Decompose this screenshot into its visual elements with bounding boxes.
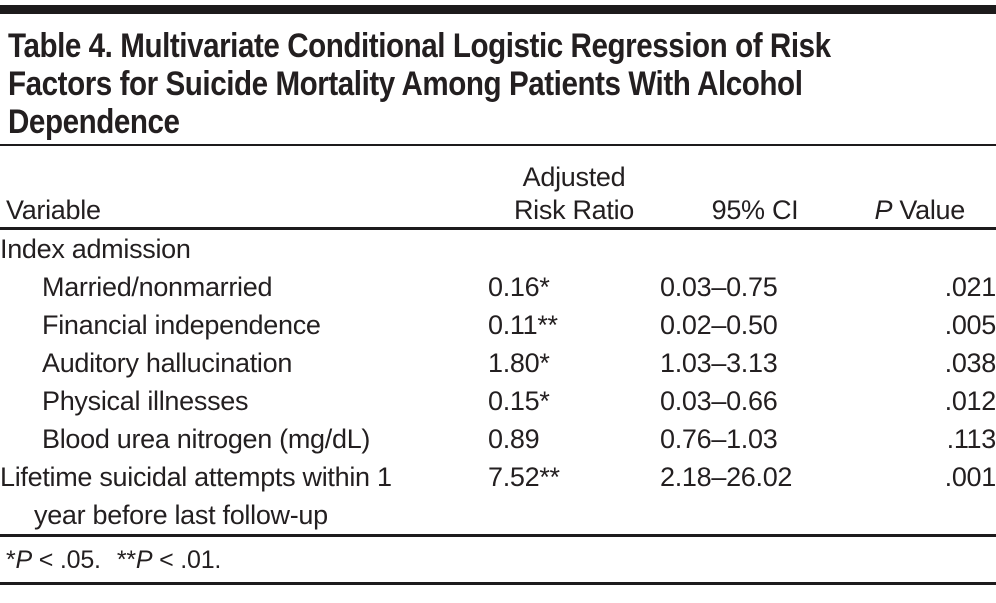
footnote-italic-p: P xyxy=(135,546,153,574)
row-label: Financial independence xyxy=(42,310,321,340)
table-row-blood-urea-nitrogen: Blood urea nitrogen (mg/dL) 0.89 0.76–1.… xyxy=(0,420,996,458)
table-header: Variable Adjusted Risk Ratio 95% CI P Va… xyxy=(0,146,996,230)
table-title-line-3: Dependence xyxy=(8,103,180,141)
col-header-adjusted-risk-ratio: Adjusted Risk Ratio xyxy=(488,146,660,230)
ci-value xyxy=(660,229,850,269)
row-label-line-2: year before last follow-up xyxy=(34,500,328,530)
risk-value xyxy=(488,229,660,269)
row-label: Auditory hallucination xyxy=(42,348,293,378)
risk-value: 0.16* xyxy=(488,272,550,302)
p-value xyxy=(850,229,996,269)
footnote-star: * xyxy=(6,546,16,574)
footnote-condition: < .05. xyxy=(32,546,101,574)
table-title: Table 4. Multivariate Conditional Logist… xyxy=(8,27,868,141)
row-label: Blood urea nitrogen (mg/dL) xyxy=(42,424,371,454)
table-row-lifetime-suicidal-attempts: Lifetime suicidal attempts within 1 year… xyxy=(0,458,996,537)
row-label: Married/nonmarried xyxy=(42,272,273,302)
ci-value: 0.03–0.75 xyxy=(660,272,778,302)
table-title-line-1: Table 4. Multivariate Conditional Logist… xyxy=(8,27,831,65)
p-value: .005 xyxy=(944,310,996,340)
footnote-italic-p: P xyxy=(15,546,33,574)
p-value: .001 xyxy=(850,458,996,537)
risk-value: 0.11** xyxy=(488,310,558,340)
p-value: .113 xyxy=(946,424,996,454)
col-header-risk-ratio: Risk Ratio xyxy=(513,195,635,225)
top-divider-bar xyxy=(0,5,996,14)
footnote-condition: < .01. xyxy=(152,546,222,574)
risk-value: 0.89 xyxy=(488,424,540,454)
row-label: Physical illnesses xyxy=(42,386,249,416)
ci-value: 2.18–26.02 xyxy=(660,458,850,537)
header-row: Variable Adjusted Risk Ratio 95% CI P Va… xyxy=(0,146,996,230)
row-label: Lifetime suicidal attempts within 1 year… xyxy=(0,458,488,537)
col-header-variable: Variable xyxy=(0,146,488,230)
table-footnote: *P < .05. **P < .01. xyxy=(6,546,996,574)
risk-value: 7.52** xyxy=(488,458,660,537)
table-row-married-nonmarried: Married/nonmarried 0.16* 0.03–0.75 .021 xyxy=(0,268,996,306)
col-header-p-value: P Value xyxy=(850,146,996,230)
col-header-adjusted: Adjusted xyxy=(522,162,626,192)
table-row-auditory-hallucination: Auditory hallucination 1.80* 1.03–3.13 .… xyxy=(0,344,996,382)
risk-value: 1.80* xyxy=(488,348,550,378)
row-label: Index admission xyxy=(0,234,191,264)
col-header-95ci: 95% CI xyxy=(660,146,850,230)
p-value-rest: Value xyxy=(892,195,965,225)
ci-value: 0.02–0.50 xyxy=(660,310,778,340)
risk-value: 0.15* xyxy=(488,386,550,416)
row-label-line-1: Lifetime suicidal attempts within 1 xyxy=(0,462,392,492)
table-body: Index admission Married/nonmarried 0.16*… xyxy=(0,229,996,537)
ci-value: 0.03–0.66 xyxy=(660,386,778,416)
table-row-financial-independence: Financial independence 0.11** 0.02–0.50 … xyxy=(0,306,996,344)
p-value: .012 xyxy=(944,386,996,416)
paper-table-figure: Table 4. Multivariate Conditional Logist… xyxy=(0,5,996,603)
footnote-p05: *P < .05. xyxy=(6,546,101,574)
table-title-line-2: Factors for Suicide Mortality Among Pati… xyxy=(8,65,803,103)
regression-table: Variable Adjusted Risk Ratio 95% CI P Va… xyxy=(0,146,996,537)
p-value: .021 xyxy=(944,272,996,302)
bottom-rule xyxy=(0,582,996,585)
p-value-italic-p: P xyxy=(874,195,893,225)
title-rule xyxy=(0,144,996,146)
table-row-index-admission: Index admission xyxy=(0,229,996,269)
ci-value: 1.03–3.13 xyxy=(660,348,778,378)
footnote-star: ** xyxy=(116,546,136,574)
p-value: .038 xyxy=(944,348,996,378)
ci-value: 0.76–1.03 xyxy=(660,424,778,454)
table-row-physical-illnesses: Physical illnesses 0.15* 0.03–0.66 .012 xyxy=(0,382,996,420)
footnote-p01: **P < .01. xyxy=(116,546,222,574)
